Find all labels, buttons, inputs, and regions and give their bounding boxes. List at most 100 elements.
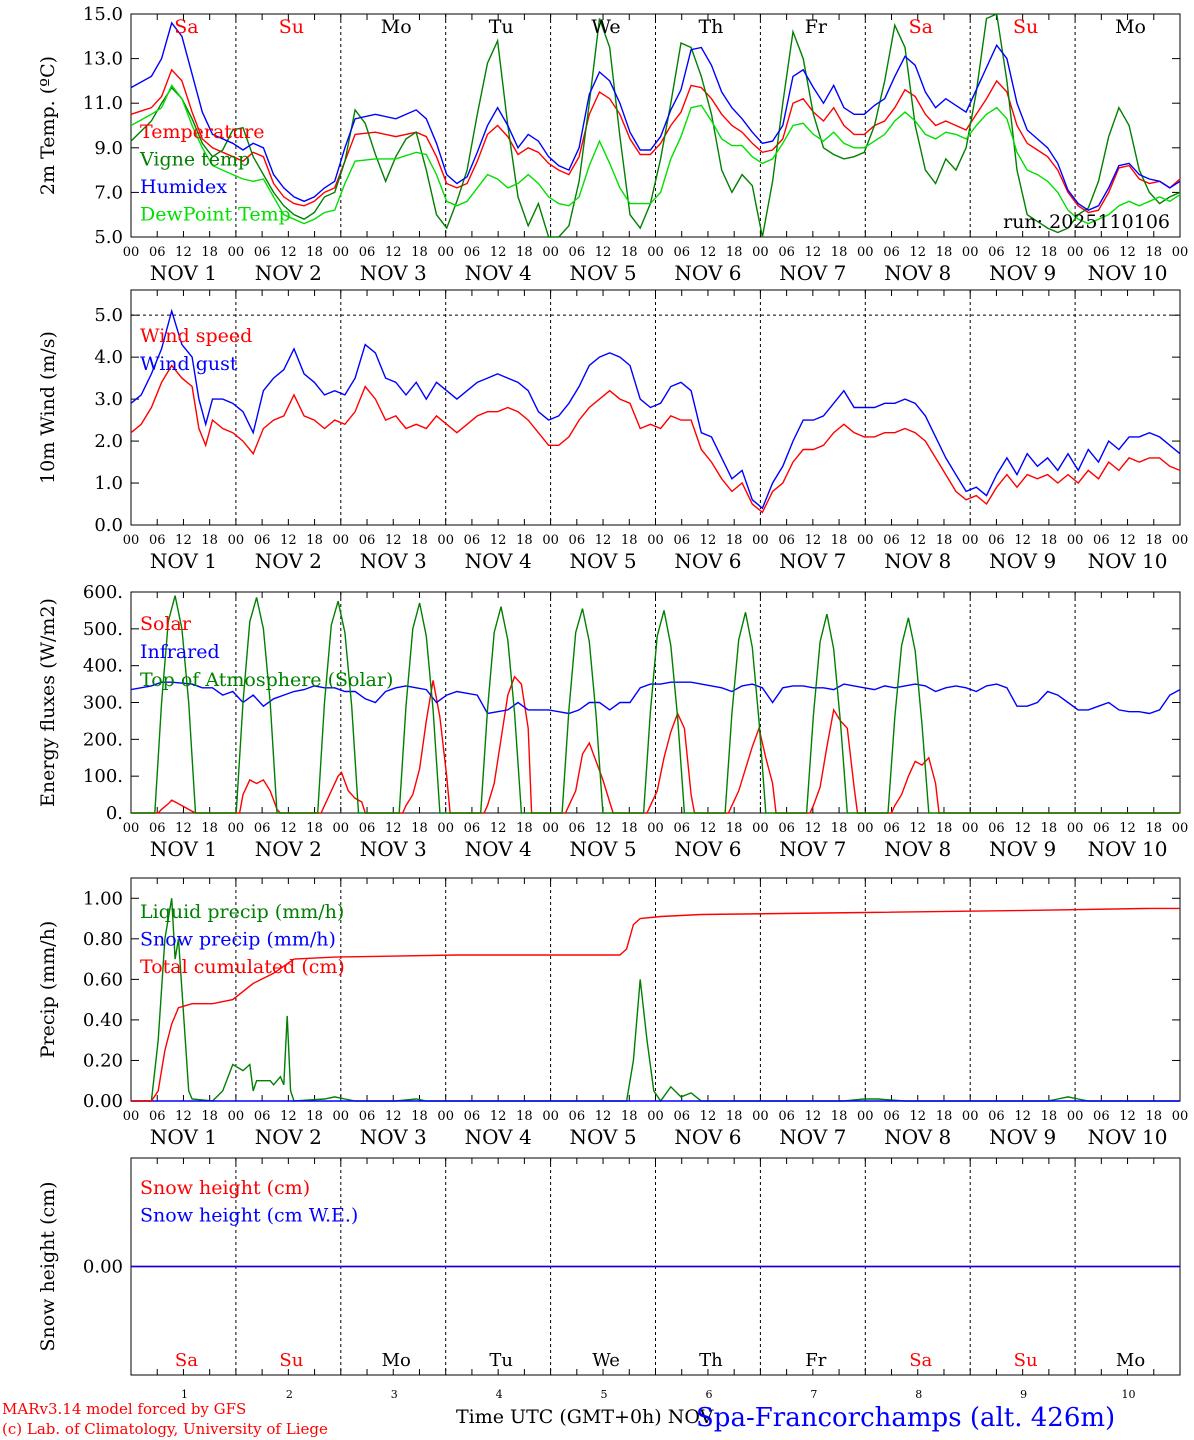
- hour-label: 18: [516, 1109, 533, 1124]
- hour-label: 12: [700, 245, 717, 260]
- hour-label: 12: [175, 533, 192, 548]
- hour-label: 12: [805, 821, 822, 836]
- hour-label: 00: [333, 821, 350, 836]
- hour-label: 00: [857, 533, 874, 548]
- hour-label: 18: [936, 821, 953, 836]
- hour-label: 00: [857, 1109, 874, 1124]
- date-label: NOV 4: [465, 1125, 532, 1149]
- hour-label: 06: [569, 1109, 586, 1124]
- date-label: NOV 5: [570, 261, 637, 285]
- hour-label: 18: [1146, 1109, 1163, 1124]
- hour-label: 12: [909, 821, 926, 836]
- day-number-label: 2: [286, 1388, 293, 1401]
- weekday-label: We: [591, 16, 620, 38]
- legend-entry: Solar: [140, 613, 192, 635]
- date-label: NOV 7: [779, 549, 846, 573]
- series-line-wind-speed: [130, 364, 1181, 514]
- y-axis-label: 2m Temp. (ºC): [37, 56, 59, 195]
- hour-label: 00: [1172, 245, 1189, 260]
- series-line-wind-gust: [130, 308, 1181, 510]
- hour-label: 00: [1172, 1109, 1189, 1124]
- hour-label: 06: [778, 533, 795, 548]
- date-label: NOV 10: [1088, 549, 1168, 573]
- hour-label: 00: [123, 245, 140, 260]
- hour-label: 18: [831, 533, 848, 548]
- legend-entry: DewPoint Temp: [140, 204, 291, 226]
- date-label: NOV 2: [255, 549, 322, 573]
- y-tick-label: 0.20: [83, 1050, 123, 1071]
- legend-entry: Wind speed: [140, 325, 252, 347]
- hour-label: 06: [359, 245, 376, 260]
- hour-label: 00: [437, 1109, 454, 1124]
- legend-entry: Infrared: [140, 641, 220, 663]
- date-label: NOV 6: [674, 549, 741, 573]
- date-label: NOV 9: [989, 837, 1056, 861]
- hour-label: 18: [936, 245, 953, 260]
- hour-label: 12: [1119, 821, 1136, 836]
- y-axis-label: Energy fluxes (W/m2): [37, 598, 59, 807]
- hour-label: 12: [1014, 1109, 1031, 1124]
- y-tick-label: 5.0: [94, 305, 123, 326]
- y-tick-label: 3.0: [94, 389, 123, 410]
- legend-entry: Snow height (cm W.E.): [140, 1205, 358, 1227]
- hour-label: 18: [411, 1109, 428, 1124]
- weekday-label: Fr: [805, 1350, 826, 1371]
- hour-label: 12: [595, 1109, 612, 1124]
- hour-label: 18: [1146, 533, 1163, 548]
- weekday-label: Sa: [174, 16, 198, 38]
- hour-label: 00: [228, 1109, 245, 1124]
- hour-label: 00: [333, 245, 350, 260]
- date-label: NOV 4: [465, 261, 532, 285]
- hour-label: 18: [306, 533, 323, 548]
- series-line-humidex: [130, 21, 1181, 211]
- hour-label: 06: [673, 245, 690, 260]
- hour-label: 00: [647, 1109, 664, 1124]
- hour-label: 06: [673, 821, 690, 836]
- hour-label: 06: [1093, 533, 1110, 548]
- y-tick-label: 0.80: [83, 929, 123, 950]
- y-tick-label: 300.: [83, 693, 123, 714]
- hour-label: 06: [254, 821, 271, 836]
- date-label: NOV 7: [779, 1125, 846, 1149]
- y-tick-label: 1.00: [83, 888, 123, 909]
- hour-label: 18: [306, 1109, 323, 1124]
- y-tick-label: 500.: [83, 619, 123, 640]
- hour-label: 18: [621, 533, 638, 548]
- legend-entry: Temperature: [140, 121, 264, 143]
- hour-label: 06: [569, 533, 586, 548]
- y-tick-label: 1.0: [94, 473, 123, 494]
- hour-label: 18: [201, 1109, 218, 1124]
- hour-label: 12: [909, 245, 926, 260]
- hour-label: 12: [490, 821, 507, 836]
- hour-label: 06: [883, 1109, 900, 1124]
- hour-label: 12: [595, 245, 612, 260]
- hour-label: 18: [516, 821, 533, 836]
- hour-label: 12: [385, 533, 402, 548]
- hour-label: 12: [909, 1109, 926, 1124]
- station-title: Spa-Francorchamps (alt. 426m): [696, 1403, 1116, 1433]
- hour-label: 00: [962, 1109, 979, 1124]
- hour-label: 18: [306, 821, 323, 836]
- hour-label: 00: [752, 821, 769, 836]
- day-number-label: 3: [391, 1388, 398, 1401]
- y-tick-label: 15.0: [83, 4, 123, 25]
- hour-label: 18: [621, 245, 638, 260]
- weekday-label: Su: [1014, 1350, 1038, 1371]
- y-tick-label: 9.0: [94, 138, 123, 159]
- hour-label: 12: [490, 1109, 507, 1124]
- hour-label: 12: [385, 1109, 402, 1124]
- legend-entry: Liquid precip (mm/h): [140, 901, 344, 923]
- hour-label: 18: [1041, 1109, 1058, 1124]
- date-label: NOV 5: [570, 549, 637, 573]
- hour-label: 06: [988, 533, 1005, 548]
- hour-label: 06: [149, 1109, 166, 1124]
- hour-label: 12: [490, 533, 507, 548]
- hour-label: 06: [569, 245, 586, 260]
- hour-label: 06: [464, 245, 481, 260]
- series-line-top-of-atmosphere-solar-: [131, 595, 1180, 814]
- y-tick-label: 7.0: [94, 182, 123, 203]
- hour-label: 18: [621, 821, 638, 836]
- hour-label: 18: [621, 1109, 638, 1124]
- hour-label: 12: [805, 245, 822, 260]
- legend-entry: Humidex: [140, 176, 227, 198]
